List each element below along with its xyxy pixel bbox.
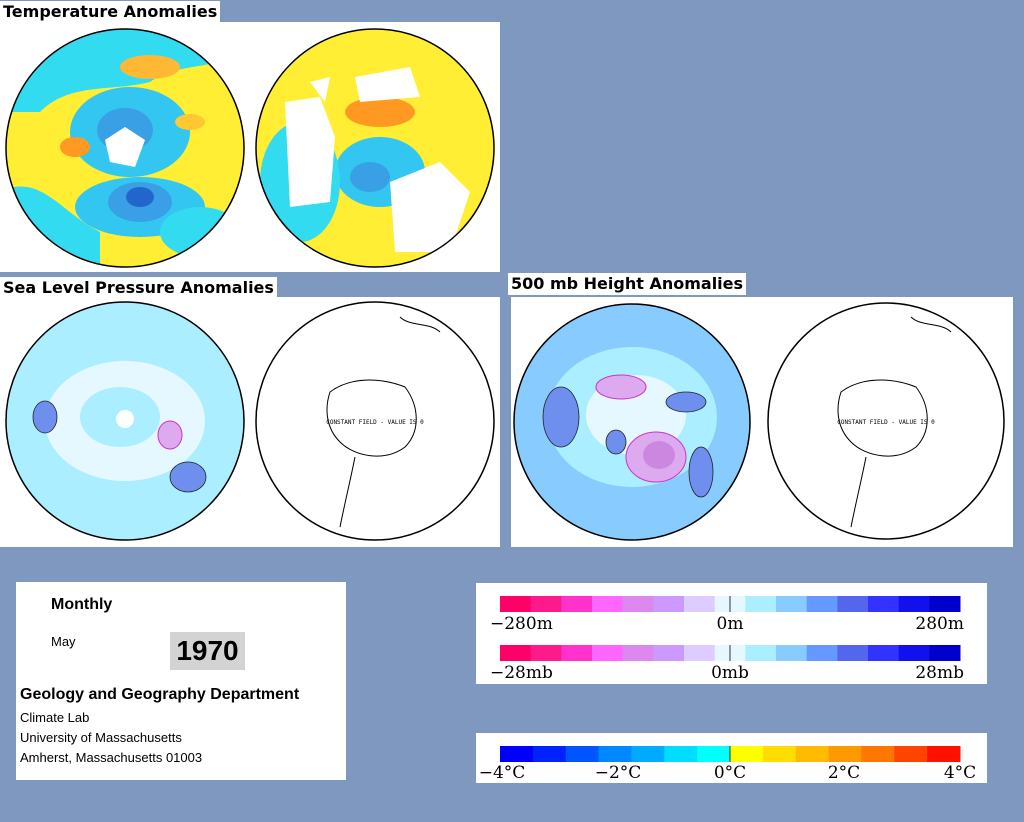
pressure-swatch-2 [530,645,562,661]
slp-map-panel: CONSTANT FIELD - VALUE IS 0 [0,297,500,547]
address-label: Amherst, Massachusetts 01003 [20,750,203,765]
pressure-swatch-12 [837,645,869,661]
info-box: Monthly May 1970 Geology and Geography D… [16,582,346,780]
height500-map-panel: CONSTANT FIELD - VALUE IS 0 [511,297,1013,547]
height-swatch-13 [868,596,900,612]
pressure-swatch-10 [776,645,808,661]
temp-swatch-14 [927,746,961,762]
anomaly-legend: −280m 0m 280m −28mb 0mb 28mb [476,583,987,684]
height-swatch-7 [684,596,716,612]
temperature-title: Temperature Anomalies [0,1,221,23]
temp-label-3: 0°C [714,763,746,783]
pressure-swatch-5 [622,645,654,661]
height-swatch-1 [500,596,532,612]
height-max-label: 280m [915,614,964,634]
temp-label-5: 4°C [944,763,976,783]
height-swatch-2 [530,596,562,612]
temp-label-1: −4°C [479,763,526,783]
pressure-swatch-11 [806,645,838,661]
temp-swatch-13 [894,746,928,762]
height-swatch-12 [837,596,869,612]
height-swatch-5 [622,596,654,612]
slp-north-globe [6,302,244,540]
temp-swatch-9 [762,746,797,762]
height-color-bar [500,596,961,612]
month-label: May [51,634,76,649]
temp-swatch-5 [631,746,665,762]
height-swatch-3 [561,596,593,612]
temp-swatch-4 [598,746,632,762]
pressure-swatch-14 [898,645,930,661]
pressure-swatch-7 [684,645,716,661]
temp-label-4: 2°C [828,763,860,783]
pressure-swatch-4 [592,645,624,661]
height-swatch-9 [745,596,777,612]
department-label: Geology and Geography Department [20,686,300,703]
pressure-swatch-9 [745,645,777,661]
height-min-label: −280m [490,614,553,634]
height-swatch-14 [898,596,930,612]
height-south-note: CONSTANT FIELD - VALUE IS 0 [837,419,935,426]
university-label: University of Massachusetts [20,730,182,745]
slp-title: Sea Level Pressure Anomalies [0,277,277,299]
temp-swatch-7 [697,746,731,762]
temp-label-2: −2°C [595,763,642,783]
slp-south-globe: CONSTANT FIELD - VALUE IS 0 [255,301,495,541]
pressure-swatch-6 [653,645,685,661]
pressure-swatch-13 [868,645,900,661]
temperature-color-bar [500,746,961,762]
pressure-max-label: 28mb [915,663,964,683]
pressure-swatch-1 [500,645,532,661]
temp-swatch-2 [532,746,567,762]
pressure-color-bar [500,645,961,661]
frequency-label: Monthly [51,596,113,613]
height-swatch-11 [806,596,838,612]
height-mid-label: 0m [717,614,744,634]
year-label: 1970 [170,632,245,670]
temp-swatch-6 [664,746,698,762]
height500-south-globe: CONSTANT FIELD - VALUE IS 0 [767,302,1005,540]
height500-title: 500 mb Height Anomalies [508,273,747,295]
temperature-south-globe [256,29,494,267]
temp-swatch-11 [828,746,862,762]
height-swatch-6 [653,596,685,612]
temp-swatch-3 [565,746,600,762]
pressure-mid-label: 0mb [711,663,749,683]
temp-swatch-12 [861,746,895,762]
height-swatch-4 [592,596,624,612]
temperature-legend: −4°C −2°C 0°C 2°C 4°C [476,733,987,783]
temp-swatch-1 [500,746,534,762]
height-swatch-15 [929,596,961,612]
temp-swatch-8 [730,746,764,762]
height-swatch-10 [776,596,808,612]
temperature-map-panel [0,22,500,272]
slp-south-note: CONSTANT FIELD - VALUE IS 0 [326,419,424,426]
temp-swatch-10 [795,746,830,762]
temperature-north-globe [6,29,244,267]
height500-north-globe [514,304,750,540]
lab-label: Climate Lab [20,710,90,725]
pressure-swatch-3 [561,645,593,661]
pressure-min-label: −28mb [490,663,553,683]
pressure-swatch-15 [929,645,961,661]
